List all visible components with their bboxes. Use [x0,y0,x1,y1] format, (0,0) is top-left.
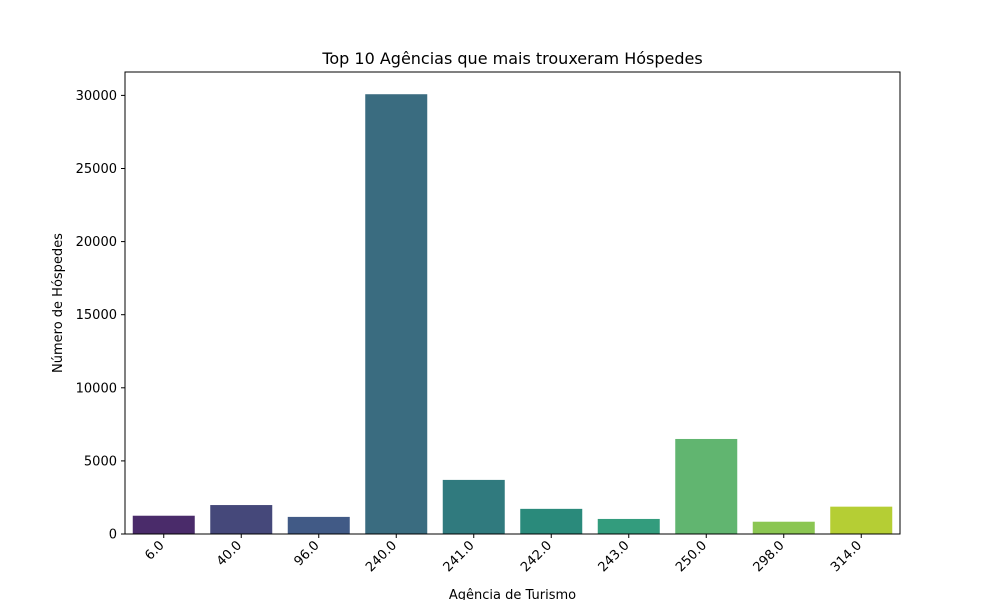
y-tick-label: 10000 [76,381,117,396]
x-tick-label: 96.0 [291,538,322,569]
bar-40.0 [210,505,273,534]
bar-298.0 [752,521,815,534]
bar-243.0 [597,518,660,534]
x-tick-label: 298.0 [751,538,788,575]
y-tick-label: 5000 [84,454,117,469]
y-axis: 0 5000 10000 15000 20000 25000 30000 [76,89,125,543]
y-tick-label: 25000 [76,162,117,177]
bar-314.0 [830,506,893,534]
bar-241.0 [442,479,505,534]
y-tick-label: 20000 [76,235,117,250]
x-tick-label: 314.0 [828,538,865,575]
y-tick-label: 15000 [76,308,117,323]
x-tick-label: 40.0 [214,538,245,569]
bar-240.0 [365,94,428,535]
y-tick-label: 30000 [76,89,117,104]
chart-title: Top 10 Agências que mais trouxeram Hóspe… [321,49,702,68]
y-axis-label: Número de Hóspedes [51,233,66,373]
bar-250.0 [675,438,738,534]
bars [132,94,893,535]
x-tick-label: 241.0 [441,538,478,575]
bar-6.0 [132,515,195,534]
y-tick-label: 0 [109,528,117,543]
x-tick-label: 243.0 [596,538,633,575]
x-axis: 6.0 40.0 96.0 240.0 241.0 242.0 243.0 250.0 298.… [142,534,865,575]
bar-96.0 [287,516,350,534]
x-tick-label: 242.0 [518,538,555,575]
x-tick-label: 6.0 [142,538,167,563]
x-axis-label: Agência de Turismo [449,588,576,600]
x-tick-label: 250.0 [673,538,710,575]
plot-frame [124,71,901,535]
bar-242.0 [520,508,583,534]
x-tick-label: 240.0 [363,538,400,575]
